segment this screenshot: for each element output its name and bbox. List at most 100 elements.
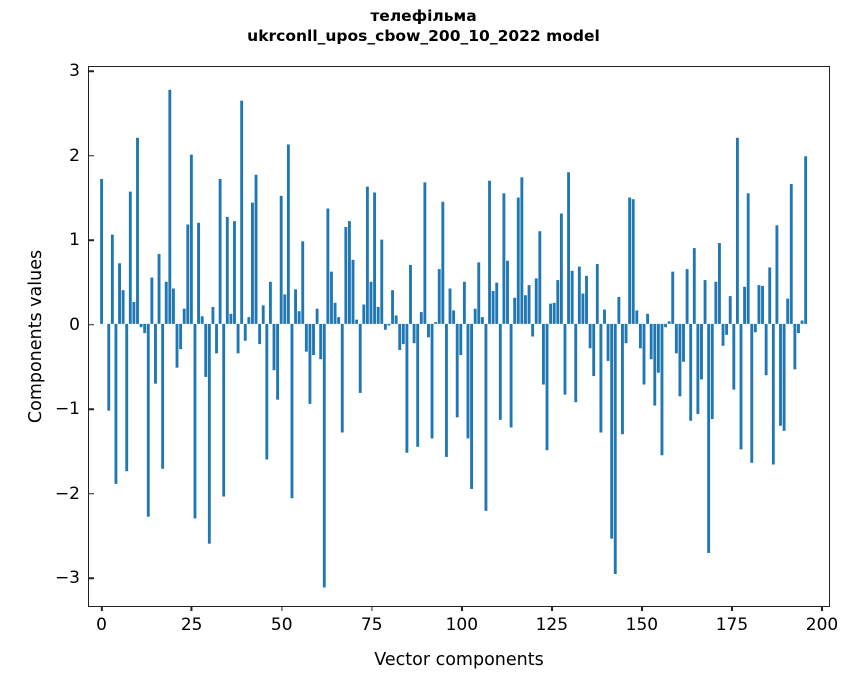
bar (660, 323, 664, 456)
bar (369, 281, 373, 324)
y-tick: −3 (55, 568, 94, 588)
x-tick: 50 (271, 606, 293, 635)
bar (261, 305, 265, 324)
y-tick: 3 (69, 61, 94, 81)
bar (685, 269, 689, 324)
x-tick: 0 (96, 606, 107, 635)
y-tick-label: 1 (69, 230, 80, 251)
bar (312, 323, 315, 356)
bar (383, 323, 387, 330)
y-tick-label: 2 (69, 145, 80, 166)
bar (365, 186, 369, 324)
bar (132, 301, 136, 324)
bar (143, 323, 147, 334)
bar (434, 322, 438, 324)
bar (646, 313, 650, 324)
bar (462, 281, 466, 324)
bar (215, 323, 218, 354)
chart-title-line1: телефільма (370, 7, 477, 25)
bar (779, 323, 782, 426)
bar (556, 280, 560, 324)
bar (455, 323, 459, 418)
bar (473, 308, 477, 324)
bar (427, 323, 430, 338)
bar (621, 323, 624, 435)
bar (290, 323, 294, 499)
x-tick-label: 50 (270, 615, 293, 635)
x-tick-label: 150 (625, 615, 659, 635)
bar (574, 323, 578, 403)
bar (768, 267, 772, 324)
bar (484, 323, 488, 511)
bar (721, 323, 725, 346)
bar (728, 296, 732, 324)
bar (337, 317, 341, 324)
bar (635, 310, 639, 324)
bar (732, 323, 736, 390)
bar (333, 302, 337, 324)
bar (599, 323, 603, 433)
bar (171, 288, 175, 324)
bar (707, 323, 711, 553)
bar (229, 313, 233, 324)
bar (570, 270, 574, 324)
x-tick-label: 0 (96, 615, 108, 635)
bar (355, 319, 359, 324)
bar (509, 323, 513, 428)
bar (344, 227, 348, 324)
y-axis-label: Components values (26, 249, 46, 424)
bar (272, 323, 276, 371)
bar (606, 323, 610, 361)
x-tick-label: 125 (535, 615, 569, 635)
bar (631, 199, 635, 324)
bar (401, 323, 405, 345)
bar (671, 271, 675, 324)
bar (330, 271, 333, 324)
bar (710, 323, 714, 420)
bar (595, 264, 599, 324)
bar (689, 323, 693, 421)
bar (222, 323, 226, 497)
x-tick-label: 200 (805, 615, 839, 635)
bar (441, 201, 445, 324)
bar (236, 323, 240, 354)
bar (793, 323, 797, 370)
bar (761, 285, 764, 324)
bar (340, 323, 344, 433)
bar (283, 294, 287, 324)
x-tick: 25 (181, 606, 202, 635)
bar (391, 290, 394, 324)
bar (139, 323, 143, 328)
plot-axes: −3 −2 −1 0 1 2 3 0 25 50 75 100 125 150 175 200 (55, 61, 838, 635)
bar (613, 323, 617, 574)
bar (527, 285, 531, 324)
bar (703, 280, 707, 324)
x-tick: 100 (446, 606, 478, 635)
bar (351, 259, 355, 324)
bar (146, 323, 150, 517)
bar (207, 323, 211, 544)
bar (714, 281, 718, 324)
x-tick-mark (821, 606, 823, 611)
bar (157, 253, 161, 324)
bar (534, 278, 538, 324)
bar (470, 323, 474, 489)
bar (448, 288, 452, 324)
bar (649, 323, 653, 360)
bar (577, 266, 581, 324)
bar (412, 323, 416, 344)
bar (419, 312, 423, 324)
y-tick-mark (89, 324, 94, 326)
bar (423, 182, 427, 324)
bar (405, 323, 409, 453)
bar (516, 197, 520, 324)
y-tick-label: −1 (54, 399, 80, 420)
y-tick-mark (89, 155, 94, 157)
x-tick-mark (641, 606, 643, 611)
bar (502, 193, 506, 324)
bar (164, 281, 168, 324)
plot-area (89, 67, 829, 606)
x-tick-mark (551, 606, 553, 611)
bar (437, 269, 441, 324)
bar (247, 317, 251, 324)
